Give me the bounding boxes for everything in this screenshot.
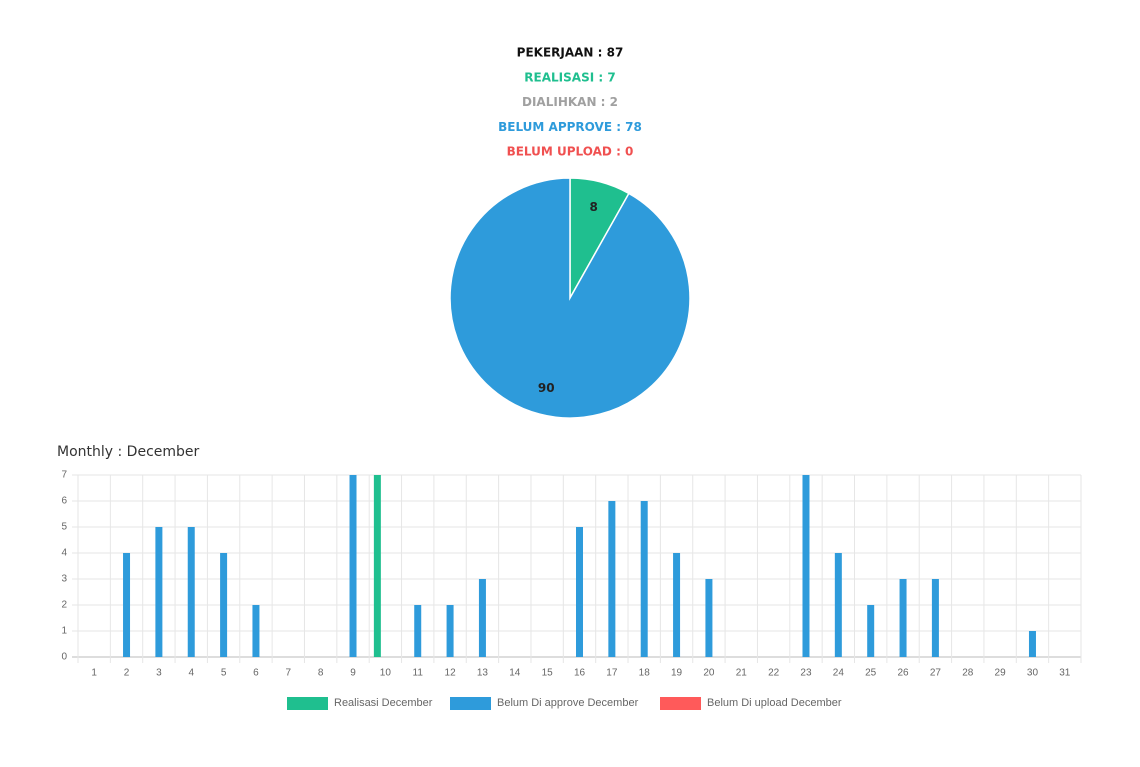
bar [478, 579, 486, 657]
bar [608, 501, 616, 657]
y-tick-label: 1 [61, 626, 67, 637]
x-tick-label: 5 [221, 668, 227, 679]
bar [705, 579, 713, 657]
bar [640, 501, 648, 657]
x-tick-label: 22 [768, 668, 780, 679]
x-tick-label: 9 [350, 668, 356, 679]
x-tick-label: 31 [1059, 668, 1071, 679]
y-tick-label: 3 [61, 574, 67, 585]
x-tick-label: 16 [574, 668, 586, 679]
legend-swatch [287, 697, 328, 710]
x-tick-label: 4 [188, 668, 194, 679]
x-tick-label: 14 [509, 668, 521, 679]
stat-line: BELUM UPLOAD : 0 [507, 145, 634, 159]
bar [123, 553, 131, 657]
bar [446, 605, 454, 657]
chart-title: Monthly : December [57, 444, 200, 460]
stat-line: BELUM APPROVE : 78 [498, 120, 642, 134]
x-tick-label: 13 [477, 668, 489, 679]
x-tick-label: 12 [445, 668, 457, 679]
x-tick-label: 24 [833, 668, 845, 679]
x-tick-label: 3 [156, 668, 162, 679]
x-tick-label: 29 [995, 668, 1007, 679]
legend-label: Belum Di upload December [707, 697, 842, 709]
bar [576, 527, 583, 657]
x-tick-label: 7 [286, 668, 292, 679]
bar [802, 475, 810, 657]
legend-label: Belum Di approve December [497, 697, 639, 709]
x-tick-label: 21 [736, 668, 748, 679]
slice-label: 8 [590, 200, 598, 214]
x-tick-label: 27 [930, 668, 942, 679]
x-tick-label: 19 [671, 668, 683, 679]
stat-line: DIALIHKAN : 2 [522, 95, 618, 109]
pie-slice [449, 177, 691, 419]
x-tick-label: 11 [413, 668, 424, 679]
x-tick-label: 28 [962, 668, 974, 679]
bar [155, 527, 163, 657]
y-tick-label: 2 [61, 600, 67, 611]
x-tick-label: 6 [253, 668, 259, 679]
x-tick-label: 23 [800, 668, 812, 679]
bar [867, 605, 875, 657]
legend-swatch [450, 697, 491, 710]
legend-swatch [660, 697, 701, 710]
x-tick-label: 20 [703, 668, 715, 679]
bar [252, 605, 260, 657]
bar [220, 553, 228, 657]
x-tick-label: 2 [124, 668, 130, 679]
bar [834, 553, 842, 657]
bar [187, 527, 195, 657]
x-tick-label: 25 [865, 668, 877, 679]
x-tick-label: 17 [606, 668, 618, 679]
bar [414, 605, 422, 657]
stat-line: REALISASI : 7 [524, 70, 615, 84]
x-tick-label: 15 [542, 668, 554, 679]
legend-label: Realisasi December [334, 697, 433, 709]
slice-label: 90 [538, 381, 555, 395]
bar [899, 579, 907, 657]
bar [931, 579, 939, 657]
y-tick-label: 4 [61, 548, 67, 559]
y-tick-label: 5 [61, 522, 67, 533]
y-tick-label: 7 [61, 470, 67, 481]
y-tick-label: 0 [61, 652, 67, 663]
stat-line: PEKERJAAN : 87 [517, 46, 624, 60]
x-tick-label: 26 [897, 668, 909, 679]
x-tick-label: 1 [91, 668, 97, 679]
bar [673, 553, 681, 657]
x-tick-label: 8 [318, 668, 324, 679]
bar [1028, 631, 1036, 657]
y-tick-label: 6 [61, 496, 67, 507]
x-tick-label: 18 [639, 668, 651, 679]
bar [373, 475, 381, 657]
x-tick-label: 10 [380, 668, 392, 679]
bar [349, 475, 357, 657]
x-tick-label: 30 [1027, 668, 1039, 679]
